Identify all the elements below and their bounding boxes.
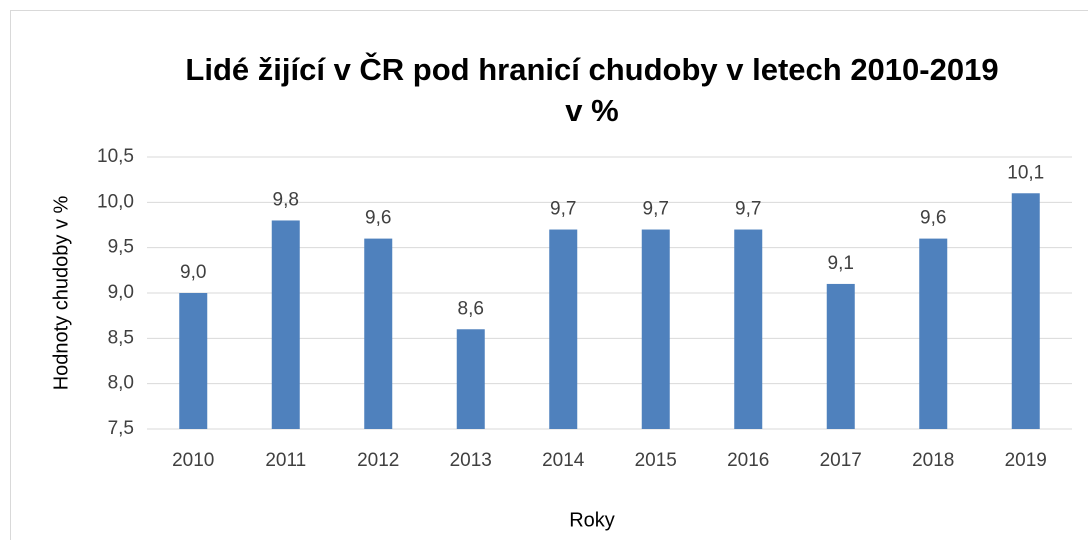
x-tick-label: 2011 [265,450,306,471]
data-label: 9,7 [735,199,761,220]
y-tick-label: 8,5 [108,327,134,348]
bar [826,283,855,429]
y-tick-label: 10,0 [97,191,134,212]
data-label: 8,6 [458,298,484,319]
x-tick-label: 2014 [542,450,585,471]
data-label: 9,8 [273,189,299,210]
data-label: 9,7 [643,199,669,220]
bar [734,229,763,429]
y-tick-label: 9,5 [108,237,134,258]
bar [271,220,300,429]
bar [549,229,578,429]
data-label: 10,1 [1007,162,1044,183]
x-tick-label: 2015 [635,450,677,471]
bar [919,238,948,429]
y-tick-label: 7,5 [108,418,134,439]
chart-title: Lidé žijící v ČR pod hranicí chudoby v l… [185,51,998,87]
y-tick-label: 10,5 [97,146,134,167]
x-tick-label: 2013 [450,450,492,471]
y-tick-label: 9,0 [108,282,134,303]
x-axis-title: Roky [569,509,615,531]
data-label: 9,0 [180,262,206,283]
x-tick-label: 2016 [727,450,769,471]
bar [1011,193,1040,429]
x-tick-label: 2010 [172,450,214,471]
data-label: 9,6 [365,208,391,229]
y-axis-title: Hodnoty chudoby v % [50,196,72,391]
x-tick-label: 2017 [820,450,862,471]
x-tick-label: 2019 [1005,450,1047,471]
bar [641,229,670,429]
bar [456,329,485,429]
y-tick-label: 8,0 [108,373,134,394]
data-label: 9,6 [920,208,946,229]
bar [179,293,208,429]
chart-title: v % [565,93,618,128]
data-label: 9,1 [828,253,854,274]
x-tick-label: 2018 [912,450,954,471]
x-tick-label: 2012 [357,450,399,471]
bar [364,238,393,429]
data-label: 9,7 [550,199,576,220]
